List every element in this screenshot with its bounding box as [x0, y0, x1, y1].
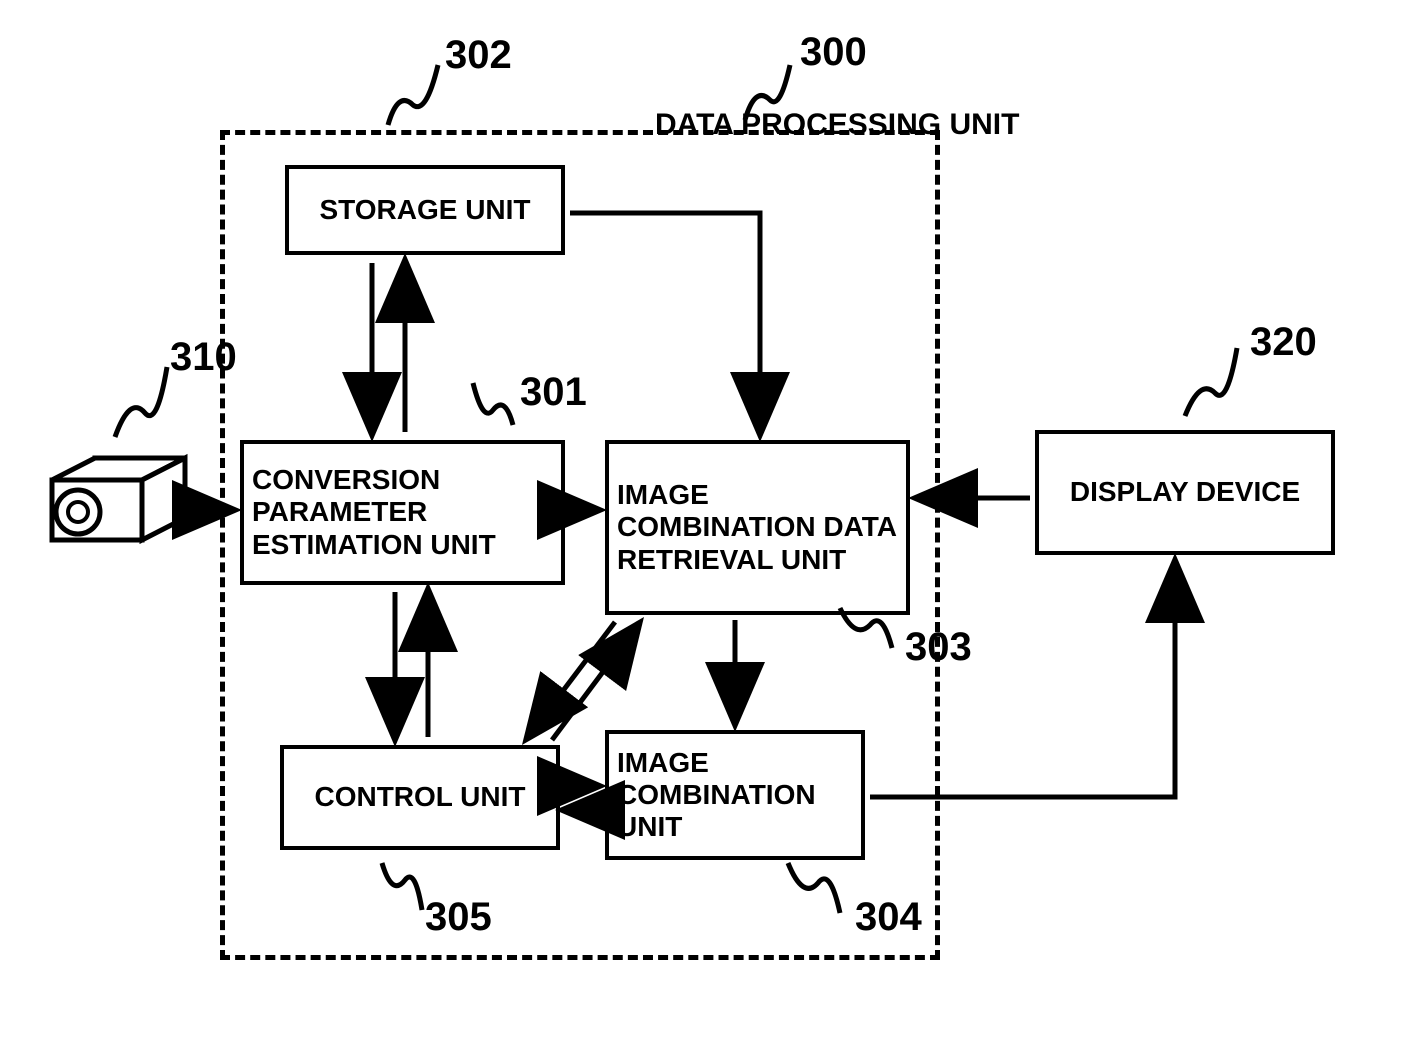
label-305: 305 — [425, 895, 492, 940]
conversion-unit-box: CONVERSION PARAMETER ESTIMATION UNIT — [240, 440, 565, 585]
camera-icon — [40, 450, 190, 550]
display-device-box: DISPLAY DEVICE — [1035, 430, 1335, 555]
container-label: DATA PROCESSING UNIT — [655, 108, 1019, 141]
label-320: 320 — [1250, 320, 1317, 365]
label-300: 300 — [800, 30, 867, 75]
label-301: 301 — [520, 370, 587, 415]
label-304: 304 — [855, 895, 922, 940]
label-310: 310 — [170, 335, 237, 380]
storage-unit-box: STORAGE UNIT — [285, 165, 565, 255]
label-302: 302 — [445, 33, 512, 78]
label-303: 303 — [905, 625, 972, 670]
combination-unit-box: IMAGE COMBINATION UNIT — [605, 730, 865, 860]
retrieval-unit-box: IMAGE COMBINATION DATA RETRIEVAL UNIT — [605, 440, 910, 615]
control-unit-box: CONTROL UNIT — [280, 745, 560, 850]
